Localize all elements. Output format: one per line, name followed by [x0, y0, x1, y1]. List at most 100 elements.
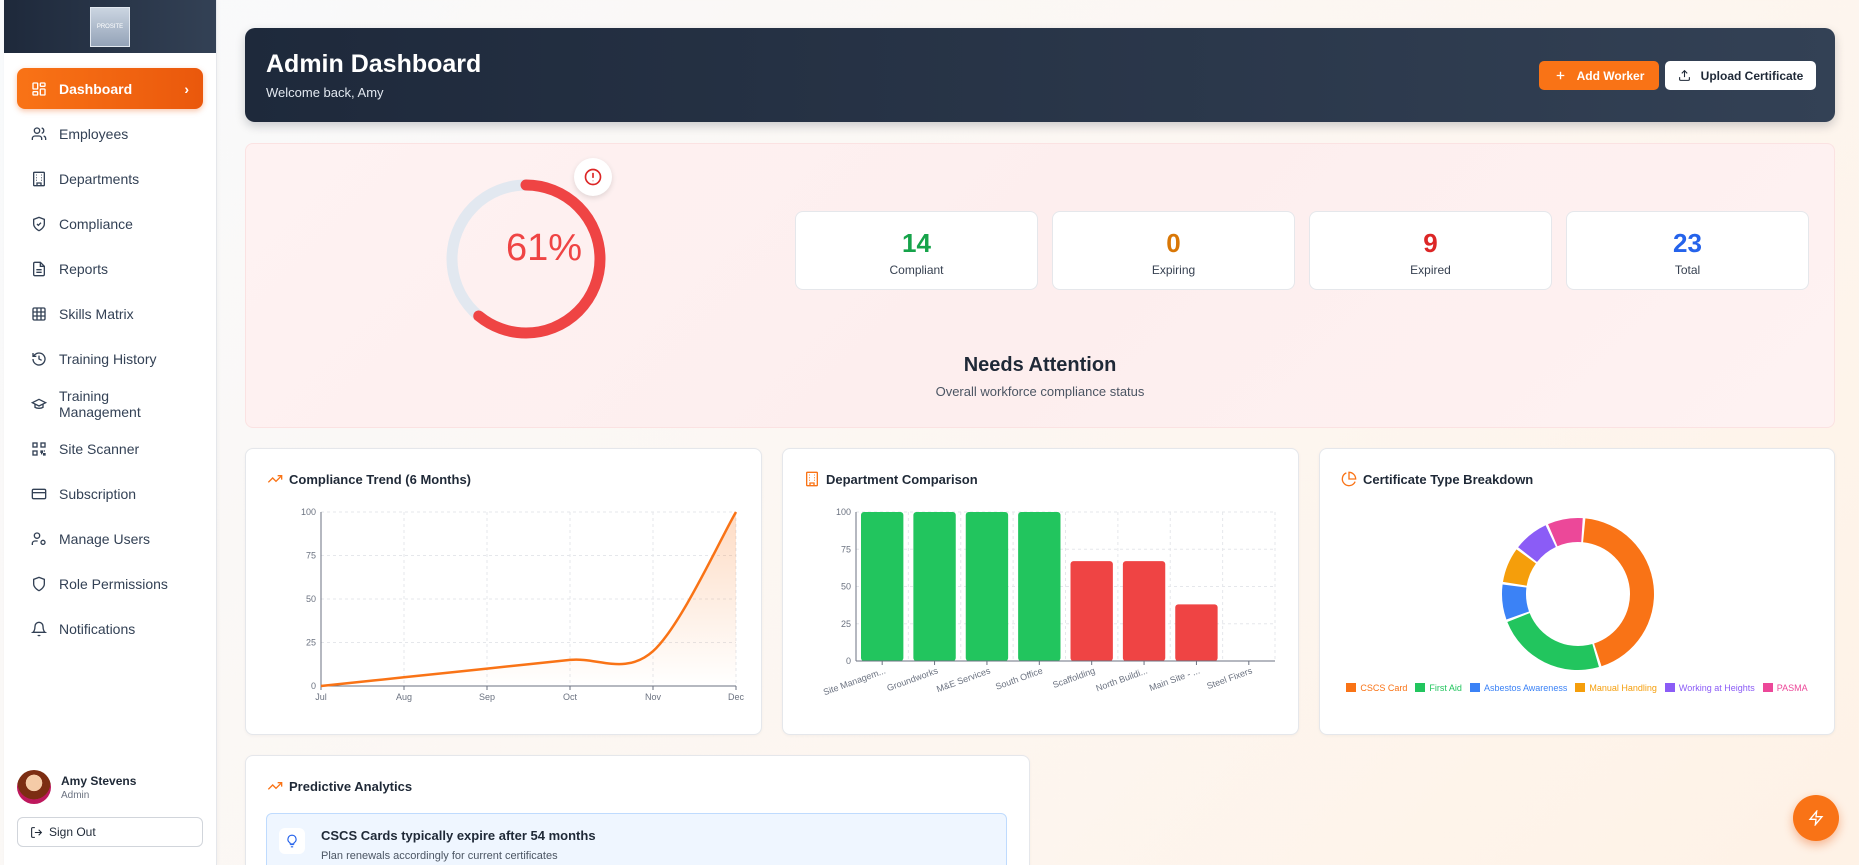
- department-bar-chart: 0 25 50 75 100 Site Managem...GroundworksM&E …: [822, 507, 1276, 697]
- upload-certificate-button[interactable]: Upload Certificate: [1665, 61, 1816, 90]
- trending-up-icon: [267, 782, 283, 790]
- page-title: Admin Dashboard: [266, 50, 482, 78]
- bar: [965, 512, 1009, 661]
- stat-expiring: 0 Expiring: [1052, 211, 1295, 290]
- compliance-percent: 61%: [505, 227, 583, 269]
- grid-icon: [32, 306, 46, 321]
- donut-slice: [1548, 518, 1583, 547]
- x-tick-label: Aug: [396, 692, 412, 702]
- sidebar-item-site-scanner[interactable]: Site Scanner: [17, 428, 203, 469]
- welcome-text: Welcome back, Amy: [266, 85, 384, 100]
- stat-label: Expiring: [1151, 263, 1196, 277]
- bar: [861, 512, 904, 661]
- sidebar-item-employees[interactable]: Employees: [17, 113, 203, 154]
- y-tick-label: 50: [841, 582, 851, 592]
- add-worker-button[interactable]: Add Worker: [1539, 61, 1659, 90]
- sidebar-item-subscription[interactable]: Subscription: [17, 473, 203, 514]
- page-header: Admin Dashboard Welcome back, Amy Add Wo…: [245, 28, 1835, 122]
- certificate-breakdown-card: Certificate Type Breakdown CSCS Card Firs…: [1319, 448, 1835, 735]
- insight-text: Plan renewals accordingly for current ce…: [321, 850, 558, 862]
- trend-area: [321, 512, 736, 686]
- legend-swatch: [1415, 683, 1426, 692]
- sidebar-item-label: Compliance: [59, 215, 133, 232]
- donut-slice: [1518, 525, 1556, 562]
- sidebar-item-departments[interactable]: Departments: [17, 158, 203, 199]
- sidebar-item-label: Skills Matrix: [59, 305, 134, 322]
- y-tick-label: 25: [306, 638, 316, 648]
- legend-item: First Aid: [1415, 681, 1462, 695]
- legend-label: Asbestos Awareness: [1483, 683, 1568, 693]
- card-title: Certificate Type Breakdown: [1341, 471, 1533, 487]
- alert-circle-icon: [574, 158, 612, 196]
- card-title: Department Comparison: [804, 471, 978, 487]
- sidebar-item-manage-users[interactable]: Manage Users: [17, 518, 203, 559]
- bar: [1122, 561, 1166, 661]
- compliance-status-card: 61% 14 Compliant 0 Expiring 9 Expired 23…: [245, 143, 1835, 428]
- sidebar-item-label: Employees: [59, 125, 129, 142]
- y-tick-label: 50: [306, 594, 316, 604]
- sidebar-item-notifications[interactable]: Notifications: [17, 608, 203, 649]
- sidebar-item-label: Training Management: [59, 387, 141, 420]
- sidebar-item-label: Training History: [59, 350, 157, 367]
- shield-check-icon: [33, 216, 45, 231]
- legend-swatch: [1346, 683, 1357, 692]
- stat-value: 14: [902, 228, 931, 258]
- user-name: Amy Stevens: [61, 773, 137, 788]
- certificate-donut-chart: [1502, 518, 1654, 670]
- card-title: Predictive Analytics: [267, 778, 412, 794]
- lightbulb-icon: [279, 828, 305, 854]
- predictive-analytics-card: Predictive Analytics CSCS Cards typicall…: [245, 755, 1030, 865]
- legend-label: Working at Heights: [1678, 683, 1755, 693]
- legend-label: Manual Handling: [1589, 683, 1657, 693]
- card-title-text: Compliance Trend (6 Months): [289, 471, 472, 487]
- stat-expired: 9 Expired: [1309, 211, 1552, 290]
- quick-actions-button[interactable]: [1793, 795, 1839, 841]
- stat-value: 0: [1166, 228, 1181, 258]
- sidebar-item-compliance[interactable]: Compliance: [17, 203, 203, 244]
- sidebar-item-label: Subscription: [59, 485, 137, 502]
- plus-icon: [1556, 71, 1564, 80]
- building-icon: [33, 171, 45, 186]
- dashboard-icon: [32, 81, 46, 96]
- avatar[interactable]: [17, 770, 51, 804]
- user-profile[interactable]: Amy Stevens Admin: [17, 768, 203, 806]
- chart-legend: CSCS Card First Aid Asbestos Awareness Manu…: [1320, 681, 1834, 695]
- sidebar-item-reports[interactable]: Reports: [17, 248, 203, 289]
- x-tick-label: Steel Fixers: [1205, 665, 1254, 691]
- bar: [1018, 512, 1061, 661]
- credit-card-icon: [31, 488, 47, 499]
- sidebar-item-label: Role Permissions: [59, 575, 168, 592]
- sidebar-item-label: Site Scanner: [59, 440, 140, 457]
- sidebar-item-role-permissions[interactable]: Role Permissions: [17, 563, 203, 604]
- history-icon: [32, 351, 46, 366]
- sidebar-item-dashboard[interactable]: Dashboard ›: [17, 68, 203, 109]
- legend-item: Manual Handling: [1575, 681, 1657, 695]
- x-tick-label: Oct: [563, 692, 578, 702]
- users-icon: [31, 126, 47, 140]
- upload-certificate-label: Upload Certificate: [1700, 68, 1804, 83]
- bar: [913, 512, 956, 661]
- x-tick-label: Sep: [479, 692, 495, 702]
- graduation-cap-icon: [31, 398, 47, 409]
- building-icon: [806, 471, 818, 487]
- y-tick-label: 100: [836, 507, 851, 517]
- sidebar-item-skills-matrix[interactable]: Skills Matrix: [17, 293, 203, 334]
- compliance-trend-card: Compliance Trend (6 Months) 0 25 50 75 100 Ju…: [245, 448, 762, 735]
- donut-slice: [1502, 584, 1530, 620]
- sidebar-item-training-management[interactable]: Training Management: [17, 383, 203, 424]
- sign-out-button[interactable]: Sign Out: [17, 817, 203, 847]
- compliance-gauge: [446, 179, 606, 339]
- stat-label: Total: [1674, 263, 1701, 277]
- legend-swatch: [1469, 683, 1480, 692]
- sidebar-item-training-history[interactable]: Training History: [17, 338, 203, 379]
- status-subtitle: Overall workforce compliance status: [935, 384, 1145, 399]
- x-tick-label: Main Site - ...: [1148, 665, 1201, 693]
- stat-label: Compliant: [889, 263, 944, 277]
- insight-title: CSCS Cards typically expire after 54 mon…: [321, 828, 596, 843]
- department-comparison-card: Department Comparison 0 25 50 75 100 Site Man…: [782, 448, 1299, 735]
- sidebar: PROSITE Dashboard › Employees Department…: [4, 0, 217, 865]
- company-logo[interactable]: PROSITE: [90, 6, 130, 47]
- user-role: Admin: [61, 789, 90, 801]
- x-tick-label: Nov: [645, 692, 662, 702]
- x-tick-label: North Buildi...: [1095, 665, 1149, 693]
